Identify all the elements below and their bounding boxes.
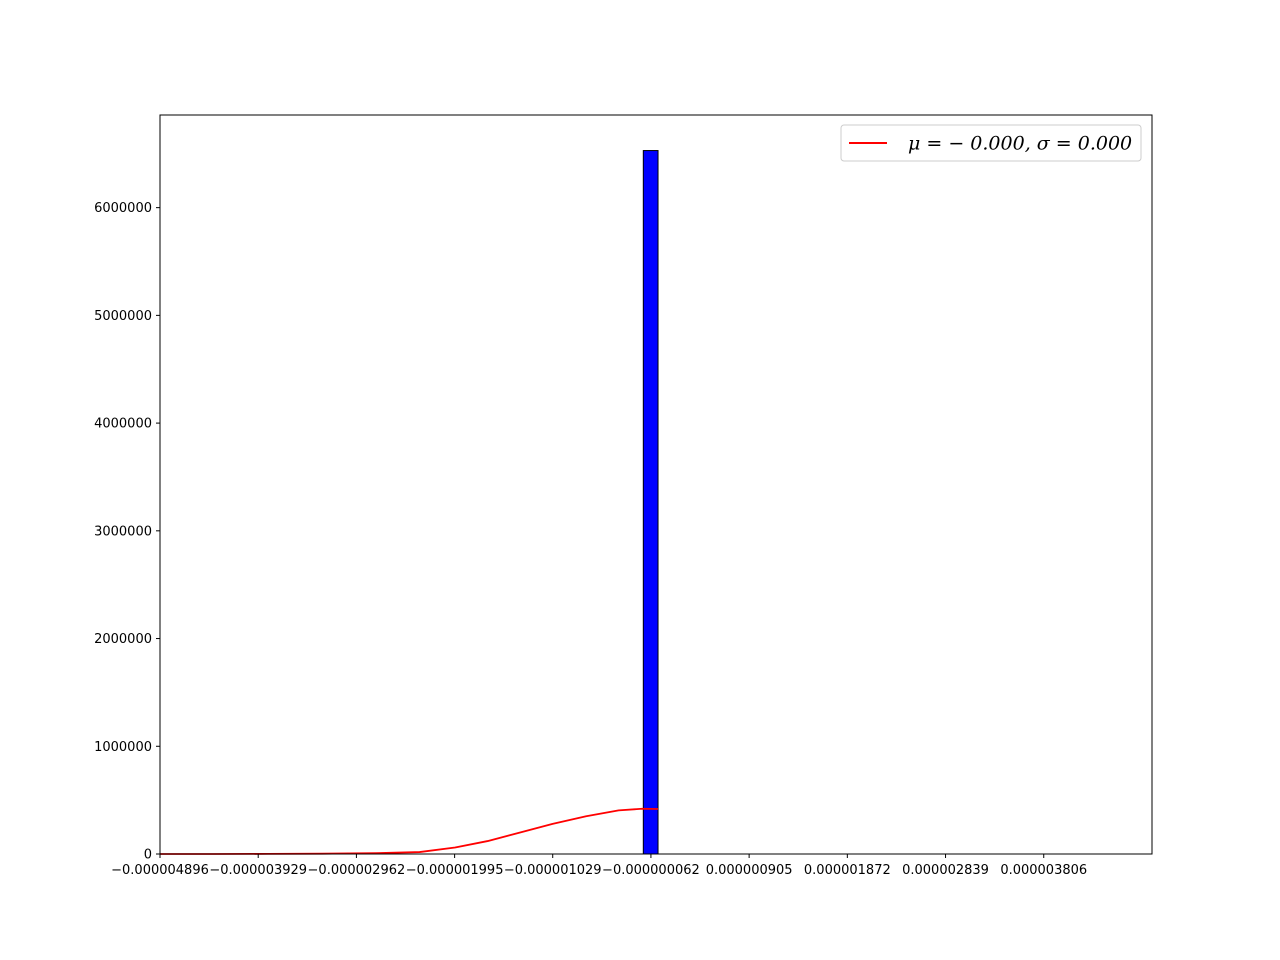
y-tick-label-6: 6000000 <box>94 201 152 216</box>
x-tick-label-9: 0.000003806 <box>1000 863 1087 878</box>
y-tick-label-0: 0 <box>144 848 152 863</box>
x-tick-label-8: 0.000002839 <box>902 863 989 878</box>
x-tick-label-7: 0.000001872 <box>804 863 891 878</box>
histogram-bar-0 <box>642 150 659 855</box>
legend-box <box>840 124 1142 162</box>
y-axis-ticks: 0 1000000 2000000 3000000 4000000 5000000 6000… <box>94 201 160 863</box>
x-tick-label-0: −0.000004896 <box>111 863 209 878</box>
axes-frame <box>159 114 1153 855</box>
x-tick-label-5: −0.000000062 <box>602 863 700 878</box>
x-tick-label-2: −0.000002962 <box>308 863 406 878</box>
y-tick-label-1: 1000000 <box>94 740 152 755</box>
x-tick-label-3: −0.000001995 <box>406 863 504 878</box>
y-tick-label-5: 5000000 <box>94 309 152 324</box>
x-axis-ticks: −0.000004896 −0.000003929 −0.000002962 −0.0… <box>111 854 1087 878</box>
legend: μ = − 0.000, σ = 0.000 <box>840 124 1142 162</box>
y-tick-label-3: 3000000 <box>94 524 152 539</box>
x-tick-label-1: −0.000003929 <box>209 863 307 878</box>
legend-label-0: μ = − 0.000, σ = 0.000 <box>908 133 1132 155</box>
y-tick-label-2: 2000000 <box>94 632 152 647</box>
x-tick-label-6: 0.000000905 <box>706 863 793 878</box>
histogram-bars <box>642 150 659 855</box>
y-tick-label-4: 4000000 <box>94 417 152 432</box>
x-tick-label-4: −0.000001029 <box>504 863 602 878</box>
